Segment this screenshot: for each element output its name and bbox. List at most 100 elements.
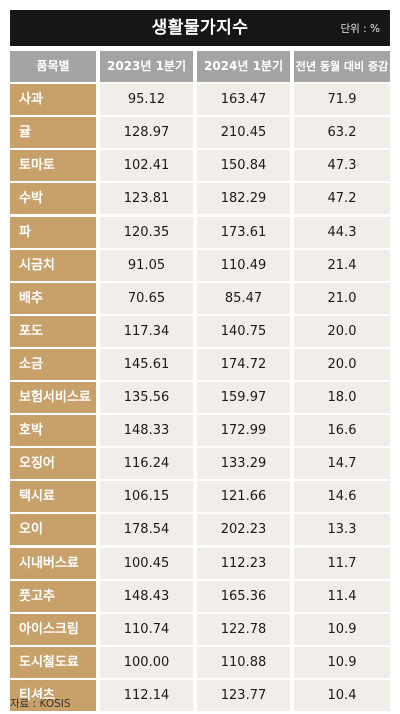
value-2024q1: 110.49: [197, 249, 290, 281]
change-rate-value: 20.0: [294, 348, 390, 380]
row-item-label: 시내버스료: [10, 547, 96, 579]
table-header-bar: 생활물가지수 단위 : %: [10, 10, 390, 46]
table-row: 파 120.35 173.61 44.3: [10, 216, 390, 248]
row-item-label: 택시료: [10, 481, 96, 513]
row-item-label: 오징어: [10, 448, 96, 480]
change-rate-value: 11.4: [294, 580, 390, 612]
row-item-label: 아이스크림: [10, 613, 96, 645]
value-2024q1: 182.29: [197, 183, 290, 215]
value-2023q1: 116.24: [100, 448, 193, 480]
value-2024q1: 174.72: [197, 348, 290, 380]
change-rate-value: 44.3: [294, 216, 390, 248]
row-item-label: 호박: [10, 415, 96, 447]
value-2023q1: 148.33: [100, 415, 193, 447]
change-rate-value: 21.4: [294, 249, 390, 281]
table-row: 오징어 116.24 133.29 14.7: [10, 448, 390, 480]
row-item-label: 파: [10, 216, 96, 248]
row-item-label: 시금치: [10, 249, 96, 281]
value-2024q1: 85.47: [197, 282, 290, 314]
column-header-row: 품목별 2023년 1분기 2024년 1분기 전년 동월 대비 증감률: [10, 51, 390, 104]
change-rate-value: 47.2: [294, 183, 390, 215]
row-item-label: 토마토: [10, 150, 96, 182]
value-2023q1: 117.34: [100, 315, 193, 347]
row-item-label: 도시철도료: [10, 646, 96, 678]
change-rate-value: 18.0: [294, 382, 390, 413]
value-2023q1: 102.41: [100, 150, 193, 182]
change-rate-value: 10.9: [294, 613, 390, 645]
value-2023q1: 91.05: [100, 249, 193, 281]
value-2023q1: 120.35: [100, 216, 193, 248]
source-note: 자료 : KOSIS: [10, 698, 71, 710]
value-2023q1: 178.54: [100, 514, 193, 546]
row-item-label: 배추: [10, 282, 96, 314]
value-2023q1: 123.81: [100, 183, 193, 215]
change-rate-value: 14.7: [294, 448, 390, 480]
table-row: 토마토 102.41 150.84 47.3: [10, 150, 390, 182]
column-header-change-rate: 전년 동월 대비 증감률: [294, 51, 390, 104]
row-item-label: 소금: [10, 348, 96, 380]
table-row: 수박 123.81 182.29 47.2: [10, 183, 390, 215]
value-2023q1: 112.14: [100, 679, 193, 711]
row-item-label: 포도: [10, 315, 96, 347]
value-2023q1: 148.43: [100, 580, 193, 612]
value-2024q1: 112.23: [197, 547, 290, 579]
value-2023q1: 145.61: [100, 348, 193, 380]
table-row: 아이스크림 110.74 122.78 10.9: [10, 613, 390, 645]
value-2023q1: 95.12: [100, 84, 193, 116]
value-2023q1: 70.65: [100, 282, 193, 314]
value-2023q1: 100.00: [100, 646, 193, 678]
value-2024q1: 140.75: [197, 315, 290, 347]
value-2024q1: 172.99: [197, 415, 290, 447]
table-row: 보험서비스료 135.56 159.97 18.0: [10, 382, 390, 413]
change-rate-value: 16.6: [294, 415, 390, 447]
change-rate-value: 14.6: [294, 481, 390, 513]
table-row: 사과 95.12 163.47 71.9: [10, 84, 390, 116]
value-2024q1: 121.66: [197, 481, 290, 513]
value-2024q1: 110.88: [197, 646, 290, 678]
value-2023q1: 106.15: [100, 481, 193, 513]
table-row: 배추 70.65 85.47 21.0: [10, 282, 390, 314]
row-item-label: 풋고추: [10, 580, 96, 612]
value-2023q1: 100.45: [100, 547, 193, 579]
table-row: 도시철도료 100.00 110.88 10.9: [10, 646, 390, 678]
table-row: 호박 148.33 172.99 16.6: [10, 415, 390, 447]
value-2024q1: 202.23: [197, 514, 290, 546]
table-row: 티셔츠 112.14 123.77 10.4: [10, 679, 390, 711]
value-2023q1: 110.74: [100, 613, 193, 645]
value-2024q1: 122.78: [197, 613, 290, 645]
column-header-2023q1: 2023년 1분기: [100, 51, 193, 82]
change-rate-value: 10.9: [294, 646, 390, 678]
table-title: 생활물가지수: [151, 18, 249, 38]
value-2023q1: 128.97: [100, 117, 193, 149]
change-rate-value: 47.3: [294, 150, 390, 182]
row-item-label: 귤: [10, 117, 96, 149]
column-header-2024q1: 2024년 1분기: [197, 51, 290, 82]
value-2024q1: 210.45: [197, 117, 290, 149]
table-row: 귤 128.97 210.45 63.2: [10, 117, 390, 149]
row-item-label: 보험서비스료: [10, 382, 96, 413]
value-2024q1: 150.84: [197, 150, 290, 182]
row-item-label: 티셔츠: [10, 679, 96, 711]
unit-label: 단위 : %: [340, 23, 380, 35]
value-2024q1: 123.77: [197, 679, 290, 711]
row-item-label: 사과: [10, 84, 96, 116]
value-2024q1: 165.36: [197, 580, 290, 612]
table-row: 풋고추 148.43 165.36 11.4: [10, 580, 390, 612]
row-item-label: 오이: [10, 514, 96, 546]
value-2024q1: 163.47: [197, 84, 290, 116]
change-rate-value: 13.3: [294, 514, 390, 546]
table-row: 시내버스료 100.45 112.23 11.7: [10, 547, 390, 579]
table-row: 소금 145.61 174.72 20.0: [10, 348, 390, 380]
table-row: 택시료 106.15 121.66 14.6: [10, 481, 390, 513]
change-rate-value: 11.7: [294, 547, 390, 579]
table-row: 오이 178.54 202.23 13.3: [10, 514, 390, 546]
change-rate-value: 20.0: [294, 315, 390, 347]
value-2024q1: 159.97: [197, 382, 290, 413]
table-row: 시금치 91.05 110.49 21.4: [10, 249, 390, 281]
change-rate-value: 63.2: [294, 117, 390, 149]
column-header-item: 품목별: [10, 51, 96, 82]
change-rate-value: 71.9: [294, 84, 390, 116]
value-2024q1: 173.61: [197, 216, 290, 248]
change-rate-value: 10.4: [294, 679, 390, 711]
row-item-label: 수박: [10, 183, 96, 215]
